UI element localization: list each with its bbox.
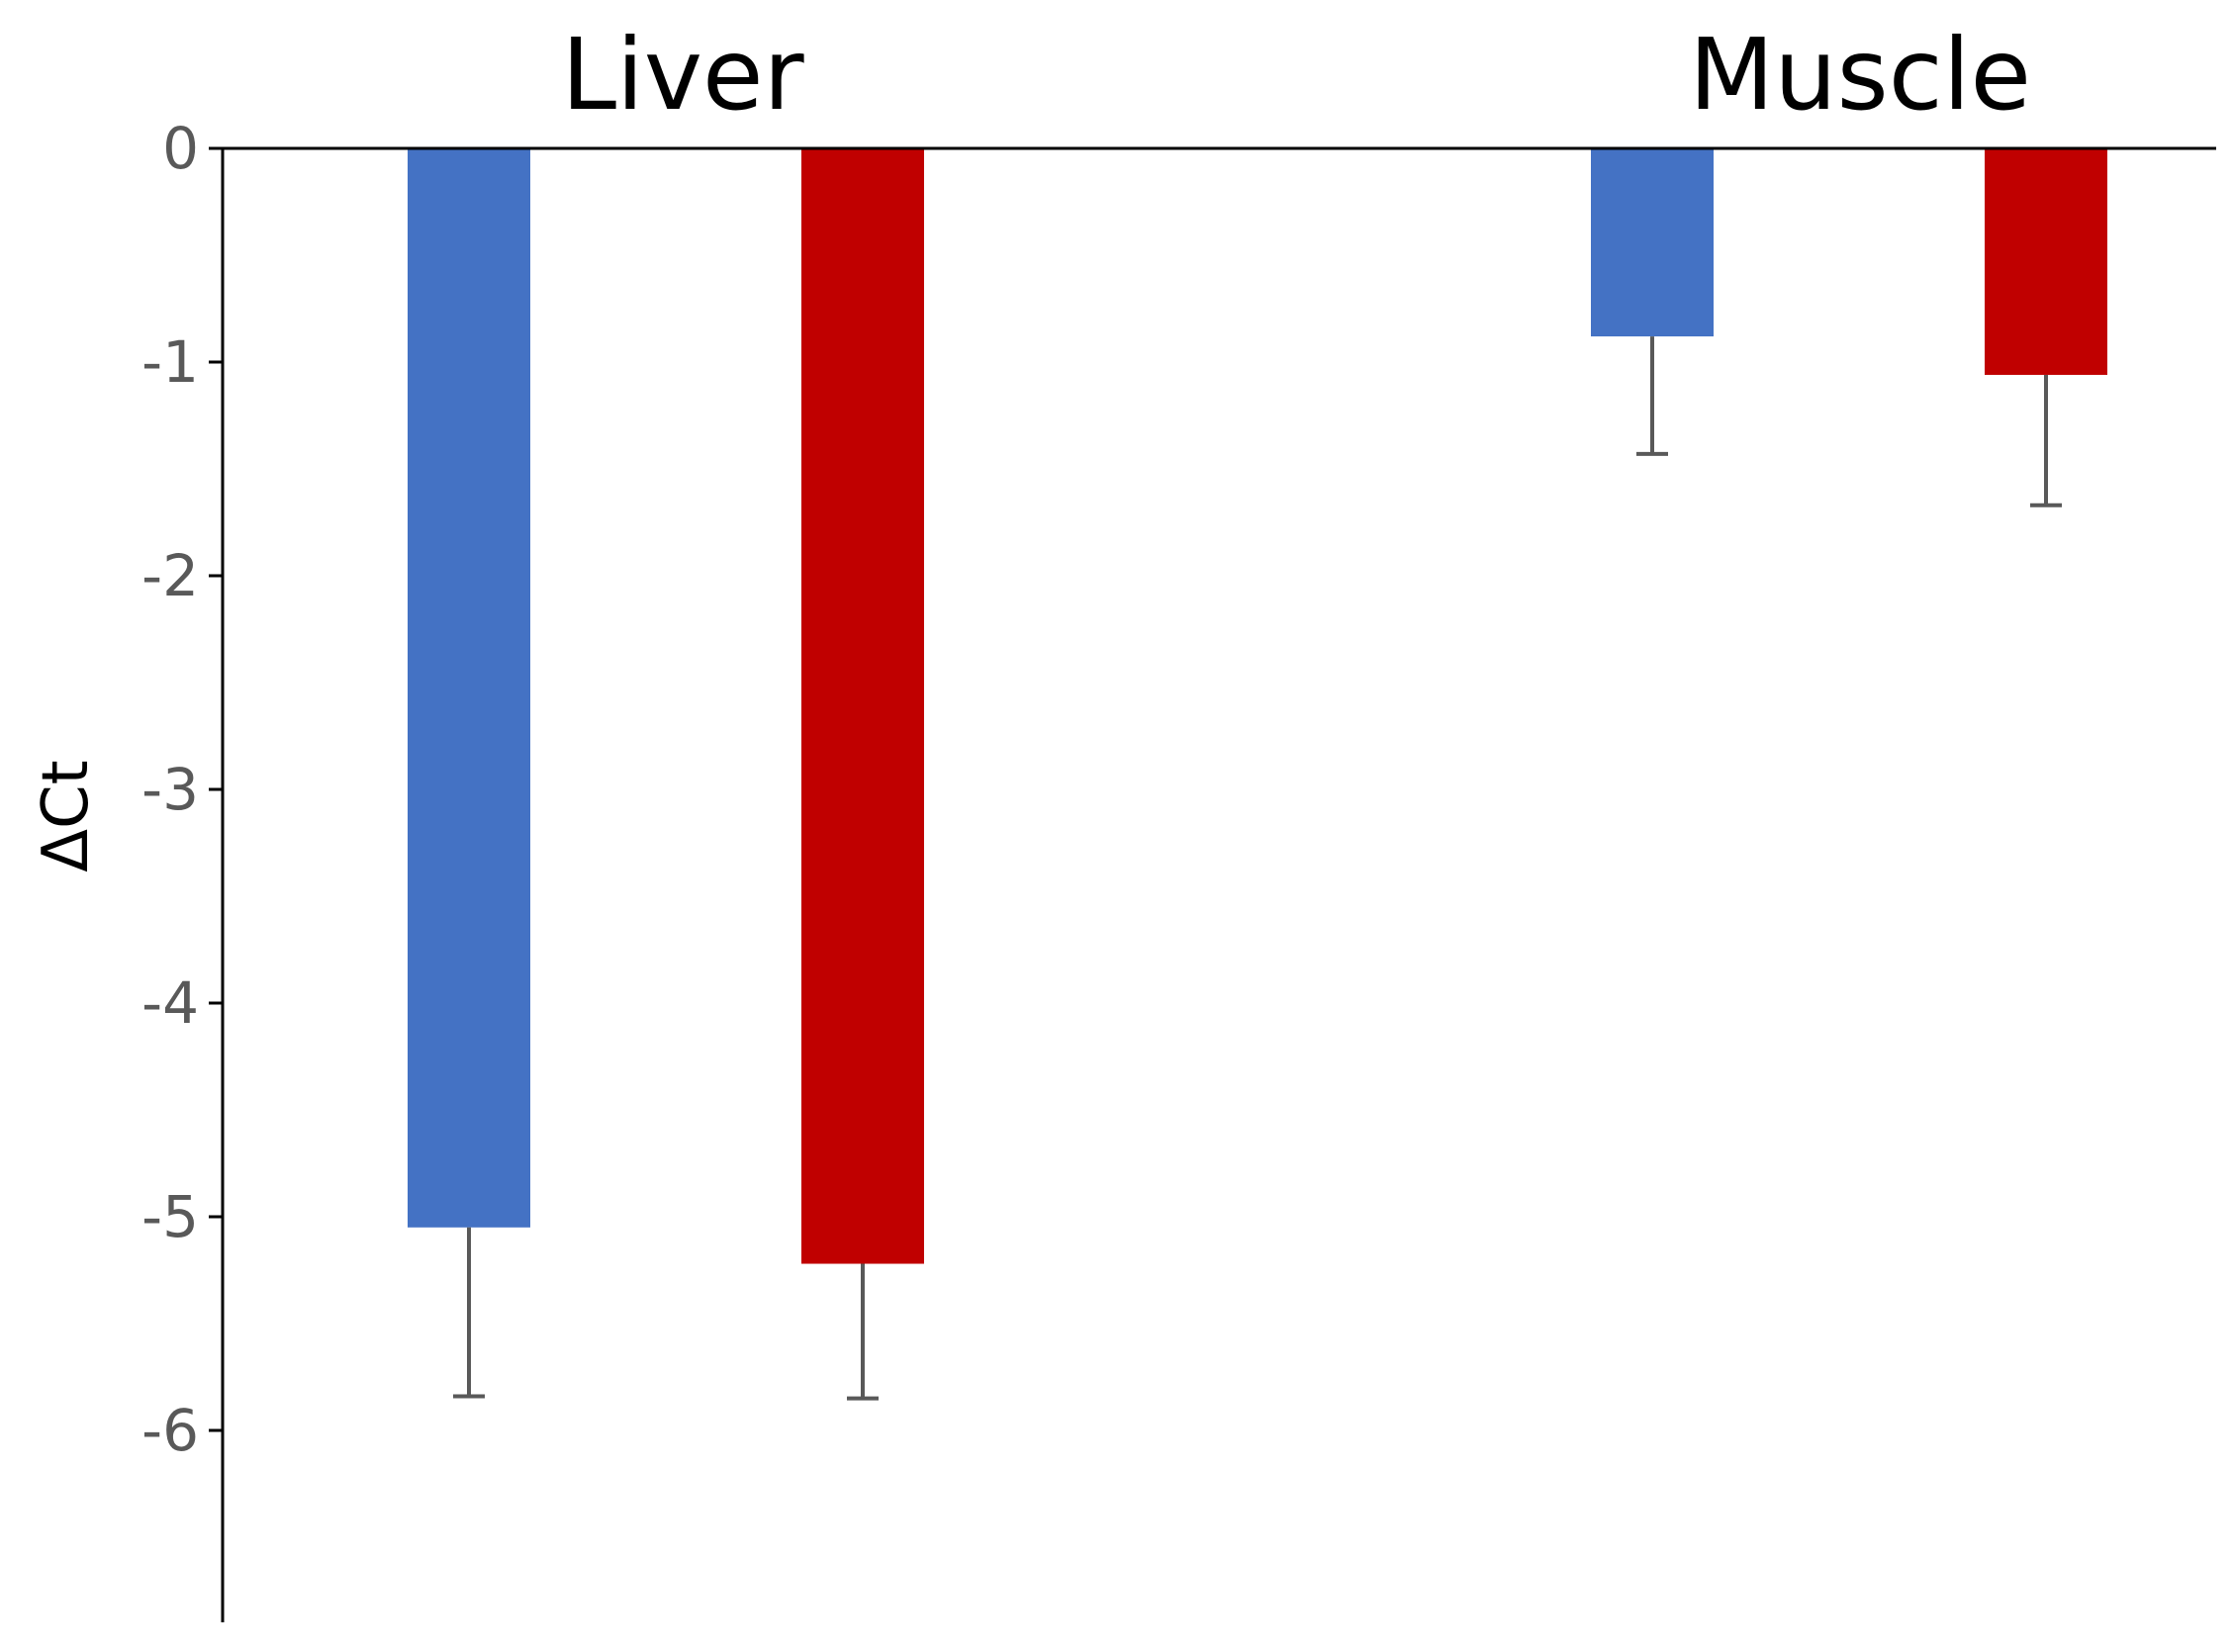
bar-liver-series-2 <box>801 148 924 1264</box>
y-tick-label: -2 <box>141 542 199 609</box>
bar-muscle-series-1 <box>1591 148 1714 337</box>
y-tick-label: -3 <box>141 756 199 823</box>
category-label-muscle: Muscle <box>1689 17 2031 133</box>
y-tick-label: -6 <box>141 1397 199 1464</box>
y-tick-label: -5 <box>141 1183 199 1250</box>
category-label-liver: Liver <box>561 17 804 133</box>
y-axis-title: ΔCt <box>30 760 103 872</box>
y-tick-label: 0 <box>162 115 199 182</box>
y-tick-label: -1 <box>141 328 199 396</box>
bar-muscle-series-2 <box>1985 148 2107 375</box>
bar-liver-series-1 <box>408 148 530 1228</box>
y-tick-label: -4 <box>141 969 199 1037</box>
